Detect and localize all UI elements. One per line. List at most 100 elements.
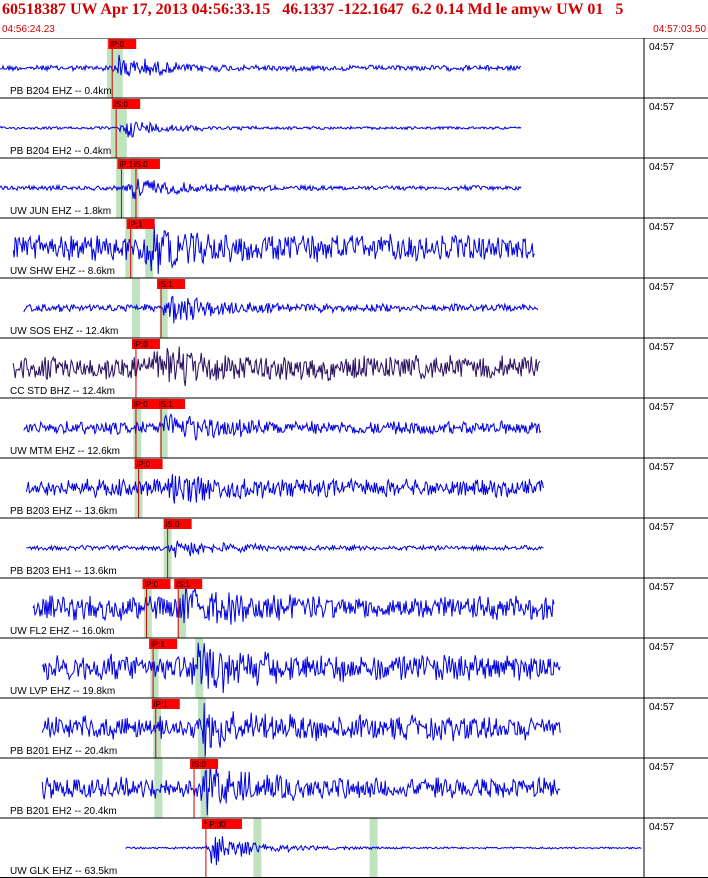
pick-marker: [131, 339, 160, 349]
channel-row: 04:57 iP:1 UW SHW EHZ -- 8.6km: [0, 217, 708, 278]
pick-marker: [117, 159, 146, 169]
minute-label: 04:57: [649, 342, 674, 353]
channel-label: UW FL2 EHZ -- 16.0km: [10, 626, 114, 637]
pick-marker: [157, 399, 186, 409]
pick-label: iP:1: [129, 220, 143, 229]
waveform-trace: [26, 540, 544, 558]
event-title: 60518387 UW Apr 17, 2013 04:56:33.15 46.…: [2, 1, 624, 18]
pick-marker: [108, 39, 137, 49]
pick-label: iP:1: [119, 160, 133, 169]
window-band: [159, 278, 168, 338]
channel-row: 04:57 iP:1 iS:0 UW JUN EHZ -- 1.8km: [0, 157, 708, 218]
window-band: [145, 218, 154, 278]
channel-row: 04:57 * P:d0 UW GLK EHZ -- 63.5km: [0, 817, 708, 878]
seismogram-plot: 04:57 iP:0 PB B204 EHZ -- 0.4km 04:57 iS:0 PB…: [0, 38, 708, 878]
pick-marker: [157, 279, 186, 289]
waveform-trace: [41, 761, 561, 816]
window-band: [125, 218, 134, 278]
pick-label: iP:0: [145, 580, 159, 589]
channel-label: UW SOS EHZ -- 12.4km: [10, 326, 118, 337]
waveform-trace: [0, 178, 522, 200]
pick-marker: [131, 159, 160, 169]
minute-label: 04:57: [649, 822, 674, 833]
window-band: [253, 818, 262, 878]
pick-marker: [190, 759, 219, 769]
pick-label: iS:1: [159, 280, 173, 289]
channel-label: UW SHW EHZ -- 8.6km: [10, 266, 115, 277]
channel-row: 04:57 iS:0 PB B204 EH2 -- 0.4km: [0, 97, 708, 158]
channel-label: UW MTM EHZ -- 12.6km: [10, 446, 120, 457]
channel-label: PB B201 EH2 -- 20.4km: [10, 806, 117, 817]
waveform-trace: [23, 413, 542, 441]
channel-label: UW GLK EHZ -- 63.5km: [10, 866, 117, 877]
waveform-trace: [23, 295, 539, 324]
waveform-trace: [0, 121, 522, 138]
pick-label: iS:1: [159, 400, 173, 409]
channel-row: 04:57 iP:0 iS:1 UW FL2 EHZ -- 16.0km: [0, 577, 708, 638]
minute-label: 04:57: [649, 162, 674, 173]
minute-label: 04:57: [649, 222, 674, 233]
channel-row: 04:57 iS:0 PB B203 EH1 -- 13.6km: [0, 517, 708, 578]
waveform-trace: [12, 346, 541, 387]
window-band: [143, 578, 152, 638]
channel-row: 04:57 iS:1 UW SOS EHZ -- 12.4km: [0, 277, 708, 338]
window-band: [133, 398, 142, 458]
channel-label: PB B204 EH2 -- 0.4km: [10, 146, 111, 157]
window-band: [106, 38, 115, 98]
window-band: [114, 38, 123, 98]
waveform-trace: [41, 703, 561, 757]
waveform-trace: [125, 836, 642, 866]
minute-label: 04:57: [649, 762, 674, 773]
minute-label: 04:57: [649, 522, 674, 533]
pick-label: iP:0: [137, 460, 151, 469]
waveform-trace: [0, 54, 522, 77]
pick-marker: [149, 639, 178, 649]
minute-label: 04:57: [649, 702, 674, 713]
pick-marker: [163, 519, 192, 529]
pick-marker: [126, 219, 155, 229]
channel-label: UW LVP EHZ -- 19.8km: [10, 686, 115, 697]
window-band: [154, 758, 163, 818]
minute-label: 04:57: [649, 642, 674, 653]
channel-label: PB B203 EH1 -- 13.6km: [10, 566, 117, 577]
channel-row: 04:57 iP:0 iS:1 UW MTM EHZ -- 12.6km: [0, 397, 708, 458]
pick-marker: [112, 99, 141, 109]
window-band: [118, 98, 127, 158]
window-band: [130, 158, 139, 218]
waveform-trace: [32, 584, 555, 625]
pick-marker: [174, 579, 203, 589]
minute-label: 04:57: [649, 102, 674, 113]
pick-marker: [201, 819, 242, 829]
pick-label: iP:0: [134, 340, 148, 349]
pick-label: iS:0: [134, 160, 148, 169]
header: 60518387 UW Apr 17, 2013 04:56:33.15 46.…: [0, 0, 708, 38]
channel-label: PB B204 EHZ -- 0.4km: [10, 86, 112, 97]
window-band: [110, 98, 119, 158]
window-band: [197, 698, 206, 758]
channel-label: PB B201 EHZ -- 20.4km: [10, 746, 117, 757]
channel-row: 04:57 iP:0 PB B203 EHZ -- 13.6km: [0, 457, 708, 518]
minute-label: 04:57: [649, 462, 674, 473]
waveform-trace: [12, 223, 535, 275]
pick-label: iP:1: [151, 640, 165, 649]
minute-label: 04:57: [649, 582, 674, 593]
pick-label: iP:0: [110, 40, 124, 49]
end-time: 04:57:03.50: [653, 24, 706, 35]
pick-label: iS:0: [114, 100, 128, 109]
channel-row: 04:57 iP:1 UW LVP EHZ -- 19.8km: [0, 637, 708, 698]
channel-row: 04:57 iP:0 CC STD BHZ -- 12.4km: [0, 337, 708, 398]
start-time: 04:56:24.23: [2, 24, 55, 35]
channel-row: 04:57 iP:1 PB B201 EHZ -- 20.4km: [0, 697, 708, 758]
pick-label: iS:0: [192, 760, 206, 769]
channel-label: PB B203 EHZ -- 13.6km: [10, 506, 117, 517]
channel-row: 04:57 iP:0 PB B204 EHZ -- 0.4km: [0, 38, 708, 98]
pick-label: iP:1: [154, 700, 168, 709]
waveform-trace: [25, 474, 544, 504]
pick-marker: [142, 579, 171, 589]
minute-label: 04:57: [649, 402, 674, 413]
pick-label: iS:0: [166, 520, 180, 529]
waveform-trace: [41, 642, 561, 694]
minute-label: 04:57: [649, 42, 674, 53]
minute-label: 04:57: [649, 282, 674, 293]
pick-marker: [134, 459, 163, 469]
